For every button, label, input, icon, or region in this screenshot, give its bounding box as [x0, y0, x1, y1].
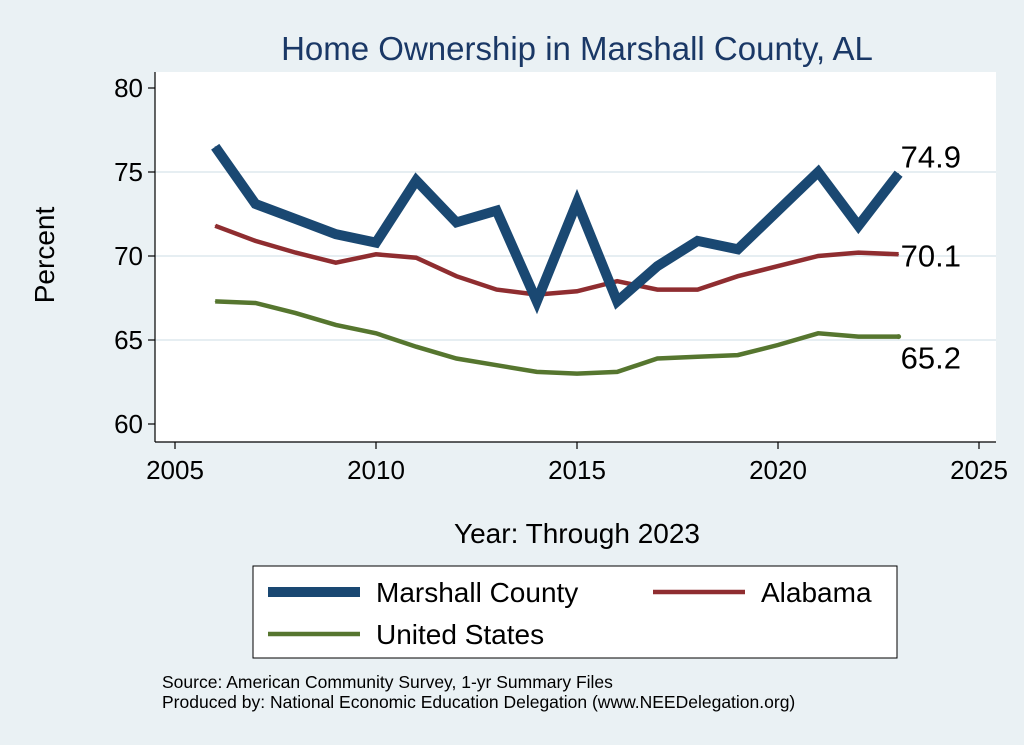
data-point-united-states: [817, 332, 819, 334]
data-point-alabama: [737, 275, 739, 277]
data-point-united-states: [455, 357, 457, 359]
data-point-marshall-county: [576, 201, 578, 203]
data-point-alabama: [214, 225, 216, 227]
y-tick-label: 80: [114, 73, 143, 103]
y-tick-label: 60: [114, 409, 143, 439]
data-point-united-states: [697, 356, 699, 358]
data-point-marshall-county: [254, 203, 256, 205]
source-note: Source: American Community Survey, 1-yr …: [162, 672, 613, 692]
series-line-alabama: [214, 223, 899, 297]
data-point-marshall-county: [857, 225, 859, 227]
data-point-alabama: [295, 252, 297, 254]
data-point-alabama: [656, 289, 658, 291]
y-axis-title: Percent: [29, 207, 60, 304]
data-point-marshall-county: [335, 233, 337, 235]
x-tick-label: 2010: [347, 455, 405, 485]
end-label-united-states: 65.2: [901, 341, 961, 376]
data-point-marshall-county: [375, 242, 377, 244]
legend-label: United States: [376, 619, 544, 650]
data-point-alabama: [455, 275, 457, 277]
data-point-alabama: [335, 262, 337, 264]
data-point-united-states: [576, 373, 578, 375]
data-point-united-states: [295, 312, 297, 314]
data-point-alabama: [898, 253, 900, 255]
data-point-marshall-county: [415, 179, 417, 181]
data-point-marshall-county: [898, 173, 900, 175]
data-point-marshall-county: [616, 300, 618, 302]
legend-label: Marshall County: [376, 577, 578, 608]
data-point-alabama: [254, 240, 256, 242]
x-axis-ticks: 2005 2010 2015 2020 2025: [146, 442, 1008, 485]
data-point-alabama: [697, 289, 699, 291]
data-point-alabama: [817, 255, 819, 257]
data-point-alabama: [857, 252, 859, 254]
data-point-alabama: [375, 253, 377, 255]
data-point-marshall-county: [295, 218, 297, 220]
data-point-alabama: [777, 265, 779, 267]
data-point-marshall-county: [214, 146, 216, 148]
data-point-united-states: [737, 354, 739, 356]
legend-label: Alabama: [761, 577, 872, 608]
legend: Marshall County Alabama United States: [268, 577, 872, 650]
series-group: [211, 143, 903, 376]
data-point-alabama: [415, 257, 417, 259]
x-tick-label: 2005: [146, 455, 204, 485]
data-point-marshall-county: [817, 171, 819, 173]
x-tick-label: 2015: [548, 455, 606, 485]
data-point-united-states: [254, 302, 256, 304]
data-point-united-states: [415, 346, 417, 348]
gridlines: [155, 171, 996, 341]
x-tick-label: 2025: [950, 455, 1008, 485]
data-point-united-states: [375, 332, 377, 334]
data-point-united-states: [536, 371, 538, 373]
data-point-united-states: [777, 344, 779, 346]
data-point-alabama: [576, 290, 578, 292]
data-point-united-states: [656, 357, 658, 359]
end-label-marshall-county: 74.9: [901, 140, 961, 175]
data-point-marshall-county: [656, 265, 658, 267]
y-tick-label: 65: [114, 325, 143, 355]
data-point-marshall-county: [455, 221, 457, 223]
data-point-alabama: [616, 280, 618, 282]
y-tick-label: 70: [114, 241, 143, 271]
series-line-marshall-county: [211, 143, 903, 315]
data-point-united-states: [857, 336, 859, 338]
x-axis-title: Year: Through 2023: [454, 518, 700, 549]
y-axis-ticks: 60 65 70 75 80: [114, 73, 155, 439]
end-labels: 74.9 70.1 65.2: [901, 140, 961, 376]
data-point-united-states: [896, 334, 902, 340]
data-point-united-states: [214, 300, 216, 302]
data-point-united-states: [335, 324, 337, 326]
data-point-alabama: [496, 289, 498, 291]
chart-title: Home Ownership in Marshall County, AL: [281, 30, 873, 67]
data-point-marshall-county: [737, 248, 739, 250]
y-tick-label: 75: [114, 157, 143, 187]
data-point-marshall-county: [496, 210, 498, 212]
data-point-marshall-county: [536, 300, 538, 302]
data-point-united-states: [496, 364, 498, 366]
x-tick-label: 2020: [749, 455, 807, 485]
series-line-united-states: [215, 299, 899, 376]
data-point-marshall-county: [777, 210, 779, 212]
data-point-marshall-county: [697, 240, 699, 242]
legend-box: [252, 565, 898, 659]
produced-note: Produced by: National Economic Education…: [162, 692, 795, 712]
data-point-united-states: [616, 371, 618, 373]
end-label-alabama: 70.1: [901, 238, 961, 273]
